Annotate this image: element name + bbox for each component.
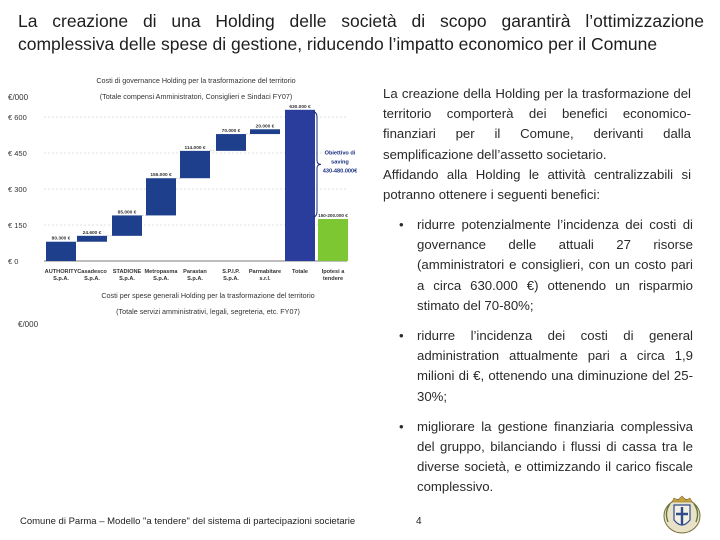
general-costs-chart-header: Costi per spese generali Holding per la … xyxy=(18,291,315,329)
page-number: 4 xyxy=(416,516,422,527)
waterfall-bar xyxy=(46,241,76,261)
bar-value-label: 24.600 € xyxy=(83,230,102,236)
benefits-list: • ridurre potenzialmente l’incidenza dei … xyxy=(395,215,693,508)
category-label-line2: S.p.A. xyxy=(223,276,239,282)
y-tick-label: € 150 xyxy=(8,221,27,230)
target-value-label: 150-200.000 € xyxy=(318,213,348,218)
bar-value-label: 155.000 € xyxy=(150,172,172,178)
y-tick-label: € 450 xyxy=(8,149,27,158)
category-label-line2: S.p.A. xyxy=(119,276,135,282)
category-label-line1: S.P.I.P. xyxy=(222,269,240,275)
saving-annotation-line: 430-480.000€ xyxy=(323,168,358,174)
bullet-marker: • xyxy=(399,328,404,344)
benefit-text: ridurre potenzialmente l’incidenza dei c… xyxy=(417,217,693,313)
saving-annotation-line: Obiettivo di xyxy=(325,150,356,156)
benefit-text: ridurre l’incidenza dei costi di general… xyxy=(417,328,693,404)
category-label-line2: S.p.A. xyxy=(53,276,69,282)
intro-text: La creazione della Holding per la trasfo… xyxy=(383,84,691,205)
category-label-line1: Parmabitare xyxy=(249,269,281,275)
category-labels: AUTHORITYS.p.A.CasadescoS.p.A.STADIONES.… xyxy=(45,269,346,282)
total-bar xyxy=(285,109,315,261)
saving-bracket xyxy=(312,111,322,218)
y-tick-label: € 0 xyxy=(8,257,18,266)
comune-crest-logo xyxy=(663,495,701,534)
benefit-text: migliorare la gestione finanziaria compl… xyxy=(417,418,693,495)
slide-title: La creazione di una Holding delle societ… xyxy=(18,10,704,56)
category-label-line2: s.r.l. xyxy=(259,276,271,282)
chart2-title: Costi per spese generali Holding per la … xyxy=(101,291,314,300)
total-value-label: 630.000 € xyxy=(289,104,311,110)
waterfall-bar xyxy=(250,129,280,135)
bar-value-label: 70.000 € xyxy=(222,128,241,134)
intro-paragraph: La creazione della Holding per la trasfo… xyxy=(383,86,691,162)
category-label-line2: S.p.A. xyxy=(187,276,203,282)
bullet-marker: • xyxy=(399,217,404,232)
bars xyxy=(46,109,348,261)
waterfall-bar xyxy=(180,150,210,179)
category-label-line1: Casadesco xyxy=(77,269,107,275)
chart-title: Costi di governance Holding per la trasf… xyxy=(96,76,295,85)
bar-value-label: 20.000 € xyxy=(256,123,275,129)
chart-subtitle: (Totale compensi Amministratori, Consigl… xyxy=(100,92,293,101)
category-label-line1: STADIONE xyxy=(113,269,142,275)
category-label-line2: S.p.A. xyxy=(84,276,100,282)
bar-value-labels: 80.300 € 24.600 € 85.000 € 155.000 € 114.000… xyxy=(52,104,349,242)
category-label-line2: tendere xyxy=(323,276,343,282)
benefit-item: • migliorare la gestione finanziaria comp… xyxy=(395,417,693,498)
bar-value-label: 80.300 € xyxy=(52,236,71,242)
bullet-marker: • xyxy=(399,418,404,434)
waterfall-bar xyxy=(146,178,176,216)
benefit-item: • ridurre potenzialmente l’incidenza dei … xyxy=(395,215,693,316)
benefit-item: • ridurre l’incidenza dei costi di genera… xyxy=(395,326,693,407)
bar-value-label: 114.000 € xyxy=(184,145,205,151)
intro-paragraph-2: Affidando alla Holding le attività centr… xyxy=(383,166,691,203)
waterfall-chart: Costi di governance Holding per la trasf… xyxy=(8,76,358,282)
category-label-line2: S.p.A. xyxy=(153,276,169,282)
y-tick-label: € 300 xyxy=(8,185,27,194)
saving-annotation-line: saving xyxy=(331,159,349,165)
saving-annotation: Obiettivo di saving 430-480.000€ xyxy=(312,111,358,218)
chart2-unit-label: €/000 xyxy=(18,320,39,329)
slide-title-line1: La creazione di una Holding delle societ… xyxy=(18,11,704,31)
category-label-line1: Metropasma xyxy=(145,269,179,275)
bar-value-label: 85.000 € xyxy=(118,209,137,215)
category-label-line1: Parastan xyxy=(183,269,207,275)
category-label-line1: Ipotesi a xyxy=(322,269,346,275)
waterfall-bar xyxy=(77,235,107,242)
category-label-line1: Totale xyxy=(292,269,308,275)
waterfall-bar xyxy=(216,134,246,151)
footer-text: Comune di Parma – Modello "a tendere" de… xyxy=(20,516,356,527)
y-tick-label: € 600 xyxy=(8,113,27,122)
waterfall-bar xyxy=(112,215,142,236)
slide-title-line2: complessiva delle spese di gestione, rid… xyxy=(18,34,658,54)
category-label-line1: AUTHORITY xyxy=(45,269,78,275)
chart-unit-label: €/000 xyxy=(8,93,29,102)
target-bar xyxy=(318,219,348,261)
chart2-subtitle: (Totale servizi amministrativi, legali, … xyxy=(116,307,300,316)
y-tick-labels: € 600 € 450 € 300 € 150 € 0 xyxy=(8,113,27,266)
